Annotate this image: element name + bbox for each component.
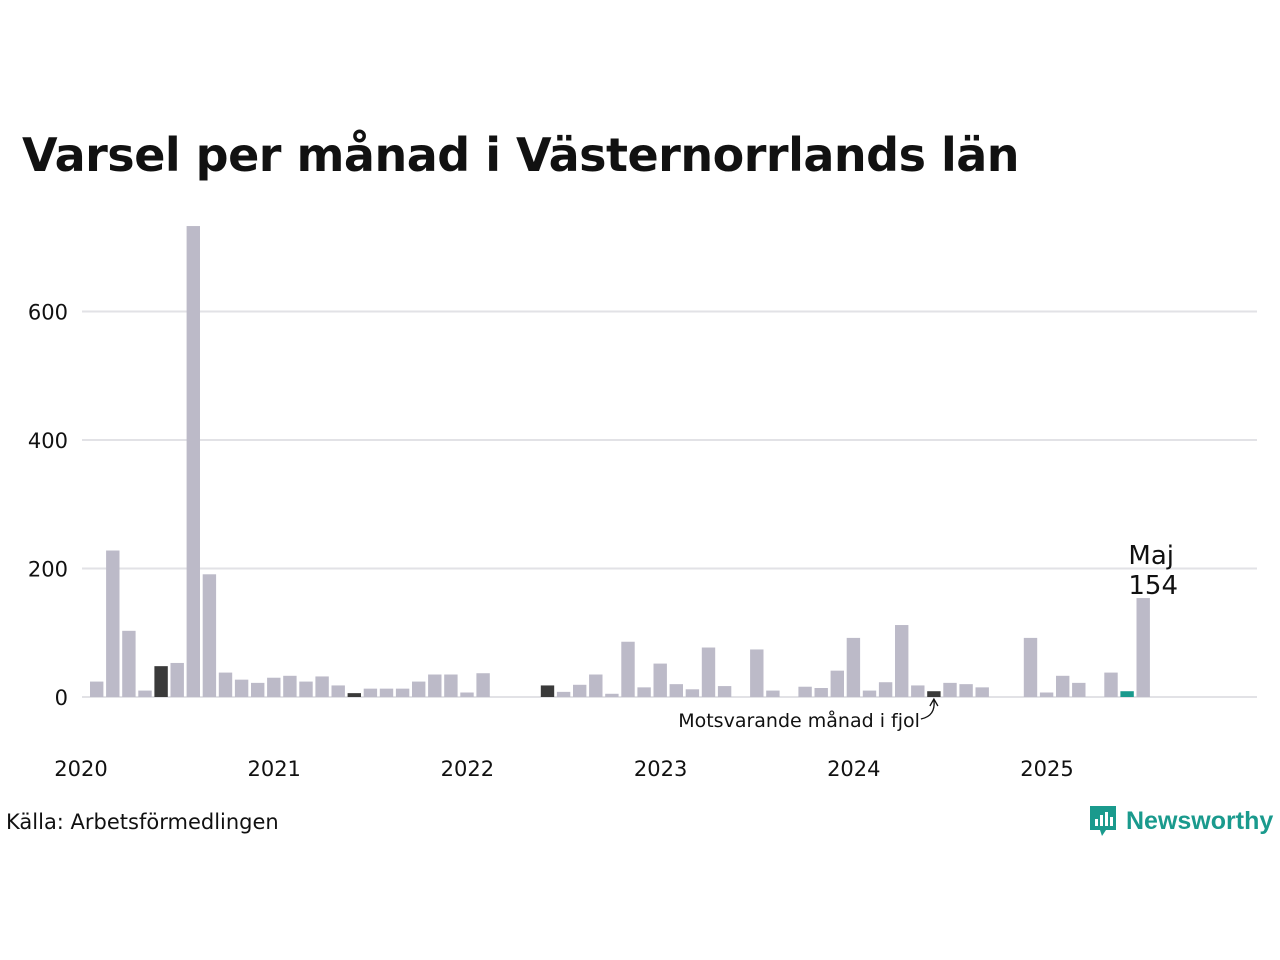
y-tick-label: 200 (28, 558, 68, 582)
brand-name: Newsworthy (1126, 806, 1274, 835)
bar (283, 675, 297, 697)
x-tick-label: 2022 (441, 757, 494, 781)
bar (299, 681, 313, 697)
bar (653, 663, 667, 697)
bar (1039, 692, 1054, 697)
highlight-month-label: Maj (1128, 541, 1174, 571)
bar (685, 689, 700, 697)
bar (766, 690, 780, 697)
bar (878, 682, 893, 697)
bar (814, 688, 828, 697)
bar (573, 684, 587, 697)
bar (379, 688, 394, 697)
bar (138, 690, 152, 697)
bar (428, 674, 442, 697)
bar (315, 676, 329, 697)
annotation-arrowhead (929, 697, 939, 707)
y-tick-label: 600 (28, 301, 68, 325)
bar (1136, 598, 1150, 697)
x-tick-label: 2023 (634, 757, 687, 781)
bar (943, 682, 957, 697)
bar (154, 666, 168, 697)
annotation-label: Motsvarande månad i fjol (678, 709, 920, 732)
bar (444, 674, 458, 697)
brand-logo: Newsworthy (1088, 804, 1273, 838)
bar (202, 574, 217, 697)
bar (1072, 682, 1086, 697)
bar (701, 647, 716, 697)
bar (959, 684, 973, 697)
x-tick-label: 2025 (1020, 757, 1073, 781)
bar (170, 662, 184, 697)
bar (637, 687, 651, 697)
bar (750, 649, 764, 697)
bar (122, 630, 136, 697)
bar (1056, 675, 1070, 697)
bar (1104, 672, 1118, 697)
chart-title: Varsel per månad i Västernorrlands län (22, 128, 1020, 182)
bar (90, 681, 104, 697)
bar (621, 641, 635, 697)
bar (460, 692, 474, 697)
bar (476, 673, 490, 697)
y-tick-label: 0 (55, 686, 68, 710)
x-tick-label: 2024 (827, 757, 880, 781)
x-tick-label: 2021 (247, 757, 300, 781)
newsworthy-chart-bubble-icon (1090, 806, 1116, 836)
bar (589, 674, 603, 697)
bar (106, 550, 120, 697)
y-tick-label: 400 (28, 429, 68, 453)
bar (331, 685, 345, 697)
bar (846, 637, 861, 697)
source-note: Källa: Arbetsförmedlingen (6, 810, 279, 834)
bar (218, 672, 233, 697)
bar (234, 679, 249, 697)
bar (556, 691, 571, 697)
bar (862, 690, 877, 697)
bar (975, 687, 989, 697)
bar (895, 625, 909, 697)
bar (395, 688, 410, 697)
bar (717, 686, 732, 697)
bar (911, 685, 925, 697)
bar (605, 693, 619, 697)
bar (347, 693, 361, 697)
annotation-arrow (920, 699, 935, 720)
x-tick-label: 2020 (54, 757, 107, 781)
highlight-bar (1120, 691, 1134, 697)
bar (540, 685, 555, 697)
highlight-value-label: 154 (1128, 571, 1178, 601)
bar (798, 686, 812, 697)
bar (251, 682, 265, 697)
bar (363, 688, 378, 697)
bar (927, 691, 941, 697)
bar (1023, 637, 1038, 697)
bar (830, 670, 844, 697)
bar (412, 681, 426, 697)
bar (186, 226, 200, 698)
bar-chart: 0 200 400 600 2020 2021 2022 2023 2024 2025 Maj154… (28, 226, 1257, 781)
bar (267, 677, 281, 697)
bar (669, 684, 683, 697)
